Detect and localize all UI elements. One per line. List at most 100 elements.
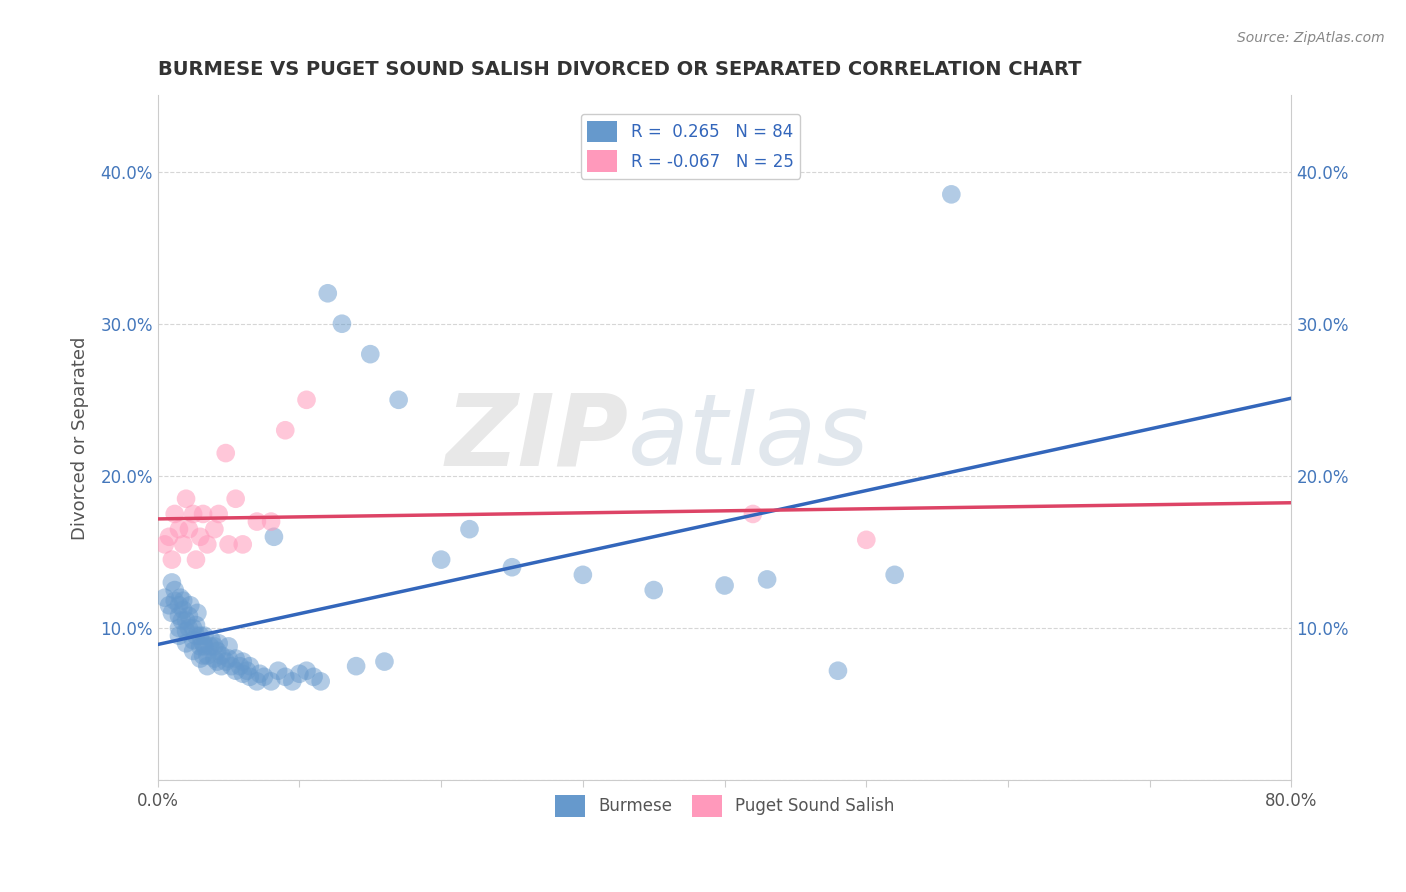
Point (232, 537, 254, 551)
Point (430, 552, 453, 566)
Point (215, 655, 238, 669)
Point (855, 533, 877, 547)
Point (202, 640, 225, 654)
Point (288, 666, 311, 681)
Point (157, 530, 180, 544)
Point (208, 636, 231, 650)
Point (169, 591, 191, 605)
Point (501, 560, 523, 574)
Point (232, 666, 254, 681)
Point (193, 640, 215, 654)
Point (177, 609, 200, 624)
Point (188, 651, 211, 665)
Point (174, 636, 197, 650)
Point (200, 633, 222, 648)
Point (181, 507, 204, 521)
Point (181, 621, 204, 635)
Point (198, 640, 221, 654)
Point (181, 633, 204, 648)
Point (172, 603, 194, 617)
Point (207, 644, 229, 658)
Point (643, 583, 665, 598)
Point (236, 664, 259, 678)
Point (267, 664, 290, 678)
Point (295, 392, 318, 407)
Point (274, 670, 297, 684)
Point (174, 491, 197, 506)
Text: Source: ZipAtlas.com: Source: ZipAtlas.com (1237, 31, 1385, 45)
Point (160, 606, 183, 620)
Point (239, 670, 262, 684)
Point (211, 659, 233, 673)
Point (207, 655, 229, 669)
Point (167, 599, 190, 613)
Point (225, 491, 247, 506)
Text: ZIP: ZIP (446, 390, 628, 486)
Point (218, 651, 240, 665)
Point (218, 537, 240, 551)
Point (359, 347, 381, 361)
Point (188, 530, 211, 544)
Point (239, 659, 262, 673)
Point (373, 655, 395, 669)
Point (184, 629, 207, 643)
Point (174, 624, 197, 639)
Point (330, 317, 353, 331)
Point (713, 578, 735, 592)
Point (260, 674, 283, 689)
Point (221, 659, 243, 673)
Point (344, 659, 367, 673)
Point (153, 591, 176, 605)
Point (281, 674, 304, 689)
Point (388, 392, 411, 407)
Point (170, 614, 193, 628)
Point (160, 575, 183, 590)
Point (191, 507, 214, 521)
Point (202, 651, 225, 665)
Point (225, 664, 247, 678)
Point (195, 648, 218, 663)
Point (309, 674, 332, 689)
Point (229, 659, 252, 673)
Point (160, 552, 183, 566)
Text: BURMESE VS PUGET SOUND SALISH DIVORCED OR SEPARATED CORRELATION CHART: BURMESE VS PUGET SOUND SALISH DIVORCED O… (157, 60, 1081, 78)
Text: atlas: atlas (628, 390, 870, 486)
Point (157, 599, 180, 613)
Point (163, 583, 186, 598)
Point (167, 621, 190, 635)
Point (163, 507, 186, 521)
Point (172, 537, 194, 551)
Point (883, 567, 905, 582)
Point (232, 655, 254, 669)
Point (827, 664, 849, 678)
Point (153, 537, 176, 551)
Point (316, 286, 339, 301)
Point (263, 530, 285, 544)
Point (167, 522, 190, 536)
Point (163, 593, 186, 607)
Point (188, 640, 211, 654)
Point (195, 537, 218, 551)
Y-axis label: Divorced or Separated: Divorced or Separated (72, 336, 89, 540)
Point (172, 593, 194, 607)
Point (186, 606, 208, 620)
Point (215, 446, 238, 460)
Legend: Burmese, Puget Sound Salish: Burmese, Puget Sound Salish (548, 789, 901, 823)
Point (225, 651, 247, 665)
Point (177, 522, 200, 536)
Point (184, 618, 207, 632)
Point (179, 599, 201, 613)
Point (167, 629, 190, 643)
Point (274, 423, 297, 437)
Point (188, 629, 211, 643)
Point (260, 515, 283, 529)
Point (756, 573, 779, 587)
Point (193, 629, 215, 643)
Point (202, 522, 225, 536)
Point (195, 659, 218, 673)
Point (177, 621, 200, 635)
Point (184, 552, 207, 566)
Point (458, 522, 481, 536)
Point (208, 507, 231, 521)
Point (249, 666, 271, 681)
